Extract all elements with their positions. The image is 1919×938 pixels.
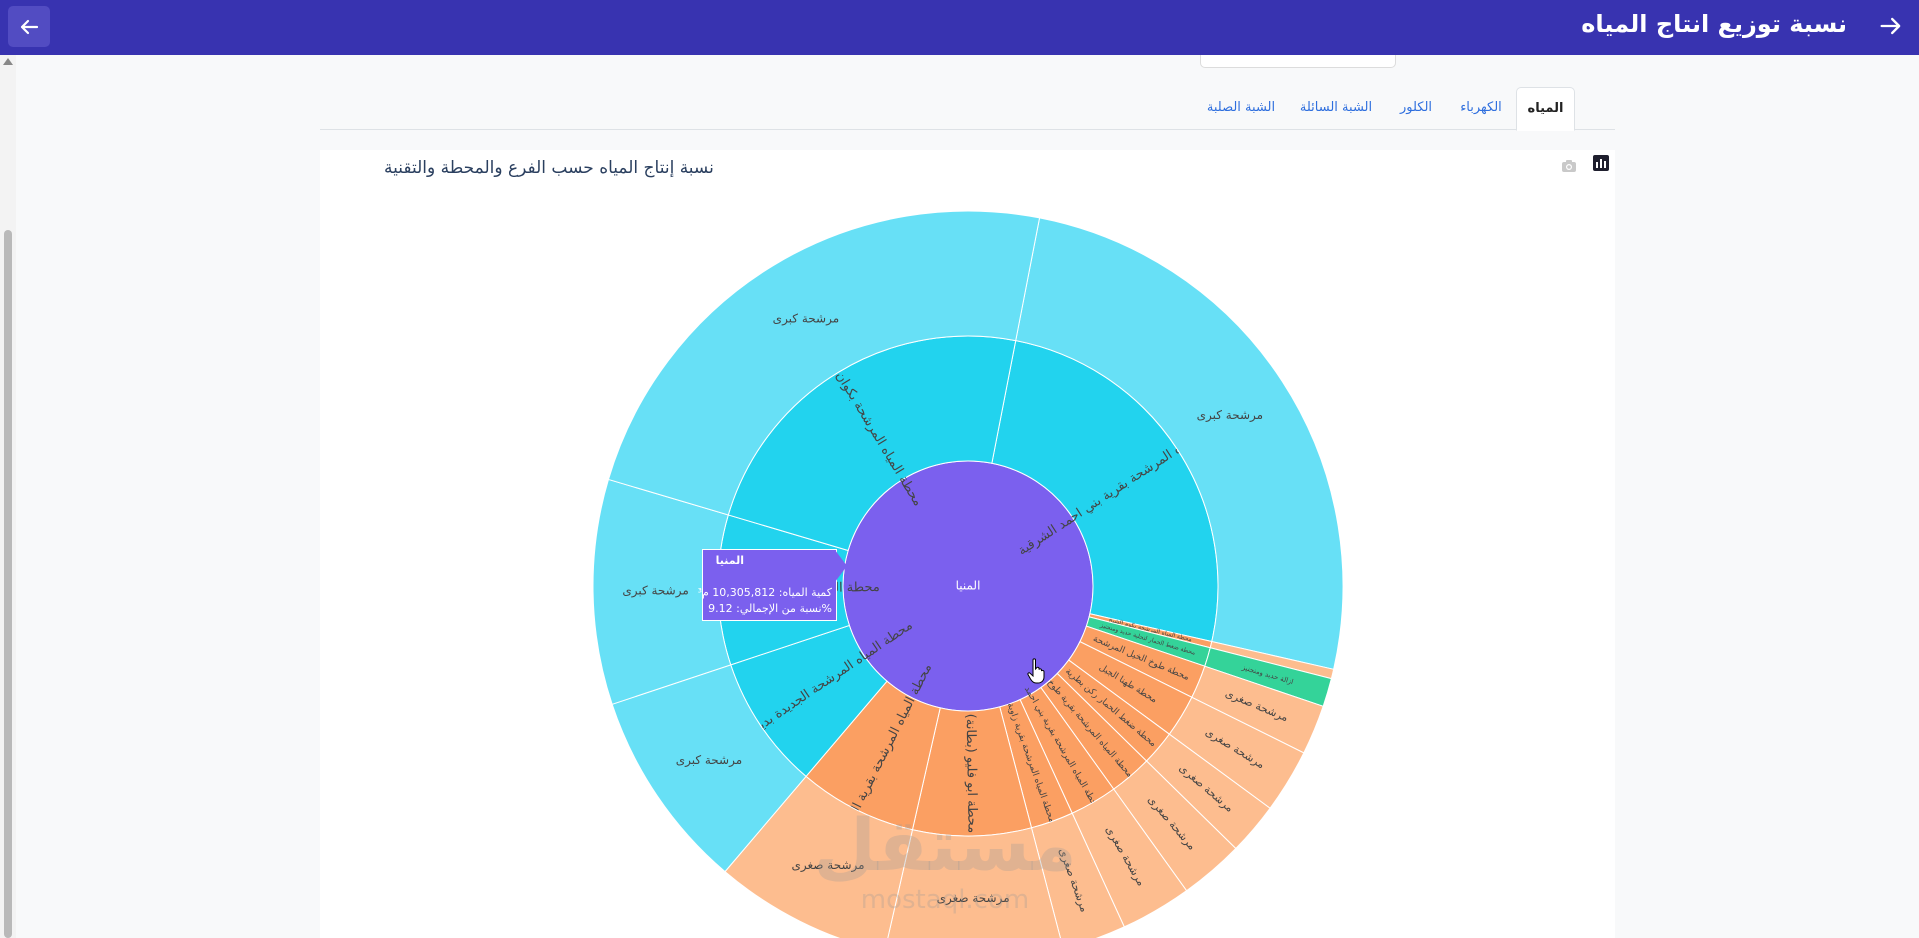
technology-label: مرشحة كبرى (676, 753, 742, 768)
sunburst-root-label: المنيا (956, 579, 981, 593)
technology-label: مرشحة صغرى (937, 891, 1010, 906)
tab-water[interactable]: المياه (1516, 87, 1575, 131)
watermark-text: مستقل (813, 803, 1076, 887)
technology-segment[interactable] (1015, 217, 1344, 670)
technology-segment[interactable] (607, 210, 1041, 516)
arrow-right-icon[interactable] (1877, 12, 1905, 40)
station-label: محطة ابو فليو (بطانة) (963, 714, 980, 834)
scrollbar-thumb[interactable] (4, 230, 12, 938)
tab-bar: المياه الكهرباء الكلور الشبة السائلة الش… (320, 87, 1615, 131)
scroll-up-icon[interactable] (3, 58, 13, 65)
camera-icon[interactable] (1561, 159, 1577, 173)
page-title: نسبة توزيع انتاج المياه (1581, 10, 1847, 38)
arrow-left-icon (20, 19, 39, 35)
technology-segment[interactable] (885, 827, 1064, 938)
app-header: نسبة توزيع انتاج المياه (0, 0, 1919, 55)
back-button[interactable] (8, 6, 50, 47)
tab-electricity[interactable]: الكهرباء (1460, 100, 1502, 115)
tooltip-percent: %نسبة من الإجمالي: 9.12 (708, 602, 832, 615)
tab-chlorine[interactable]: الكلور (1399, 100, 1433, 115)
tooltip-name: المنيا (715, 554, 744, 567)
chart-title: نسبة إنتاج المياه حسب الفرع والمحطة والت… (384, 158, 714, 178)
tab-liquid-alum[interactable]: الشبة السائلة (1299, 100, 1373, 115)
watermark-subtext: mostaql.com (861, 885, 1029, 915)
filter-select[interactable] (1200, 55, 1396, 68)
watermark: مستقل mostaql.com (813, 803, 1076, 915)
tab-solid-alum[interactable]: الشبة الصلبة (1206, 100, 1276, 115)
tooltip-value: كمية المياه: 10,305,812 م³ (697, 586, 832, 599)
hand-cursor-icon (1027, 658, 1045, 684)
technology-label: مرشحة كبرى (622, 584, 688, 599)
technology-label: مرشحة صغرى (791, 858, 864, 873)
tooltip-arrow (835, 550, 847, 582)
technology-label: مرشحة كبرى (1197, 408, 1263, 423)
technology-label: مرشحة كبرى (773, 311, 839, 326)
chart-tooltip: المنيا كمية المياه: 10,305,812 م³ %نسبة … (698, 549, 837, 621)
plotly-logo-icon[interactable] (1593, 155, 1609, 171)
